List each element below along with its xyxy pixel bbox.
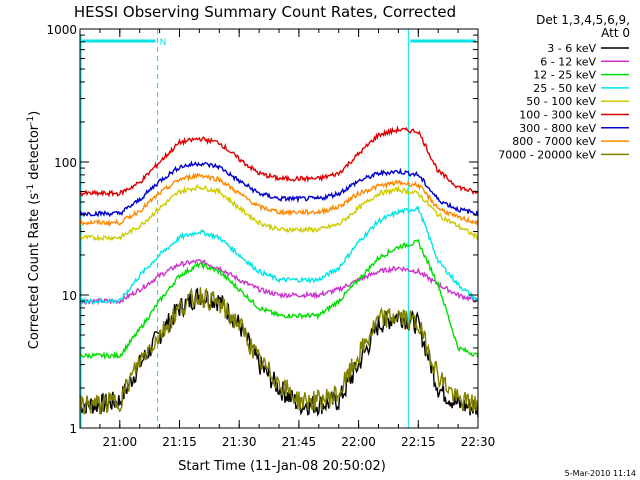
x-tick-label: 21:15 <box>162 435 197 449</box>
x-tick-label: 21:00 <box>103 435 138 449</box>
x-tick-label: 21:45 <box>282 435 317 449</box>
series-25-50-kev <box>79 205 479 306</box>
footer-timestamp: 5-Mar-2010 11:14 <box>565 469 636 478</box>
x-tick-label: 22:30 <box>461 435 496 449</box>
legend-label: 6 - 12 keV <box>540 55 596 68</box>
plot-frame <box>79 28 479 429</box>
axes: 21:00 21:15 21:30 21:45 22:00 22:15 22:30 1 10 10… <box>46 23 495 449</box>
series-line <box>79 172 479 227</box>
series-7000-20000-kev <box>79 287 479 415</box>
series-line <box>79 184 479 242</box>
series-line <box>79 238 479 361</box>
legend-label: 3 - 6 keV <box>547 42 596 55</box>
legend-label: 800 - 7000 keV <box>512 135 596 148</box>
x-tick-label: 21:30 <box>222 435 257 449</box>
series-50-100-kev <box>79 184 479 242</box>
series-line <box>79 258 479 306</box>
legend-label: 300 - 800 keV <box>519 122 596 135</box>
series-line <box>79 205 479 306</box>
legend-label: 25 - 50 keV <box>533 82 596 95</box>
legend-label: 7000 - 20000 keV <box>498 148 596 161</box>
series-line <box>79 125 479 198</box>
y-tick-label: 1000 <box>46 23 77 37</box>
series-line <box>79 160 479 218</box>
series-6-12-kev <box>79 258 479 306</box>
night-marker: N <box>160 38 167 48</box>
legend-label: 50 - 100 keV <box>526 95 596 108</box>
y-tick-label: 1 <box>69 422 77 436</box>
y-tick-label: 10 <box>62 289 77 303</box>
x-axis-label: Start Time (11-Jan-08 20:50:02) <box>178 459 386 474</box>
series-3-6-kev <box>79 287 479 418</box>
plot-area: N <box>79 29 479 428</box>
legend-header-1: Det 1,3,4,5,6,9, <box>536 13 630 27</box>
series-300-800-kev <box>79 160 479 218</box>
y-tick-label: 100 <box>54 156 77 170</box>
series-12-25-kev <box>79 238 479 361</box>
series-line <box>79 287 479 418</box>
chart-title: HESSI Observing Summary Count Rates, Cor… <box>74 3 456 21</box>
x-tick-label: 22:15 <box>401 435 436 449</box>
legend-label: 100 - 300 keV <box>519 109 596 122</box>
x-tick-label: 22:00 <box>341 435 376 449</box>
y-axis-label: Corrected Count Rate (s-1 detector-1) <box>26 111 42 349</box>
series-100-300-kev <box>79 125 479 198</box>
series-800-7000-kev <box>79 172 479 227</box>
legend-label: 12 - 25 keV <box>533 69 596 82</box>
legend-header-2: Att 0 <box>601 26 630 40</box>
series-line <box>79 287 479 415</box>
